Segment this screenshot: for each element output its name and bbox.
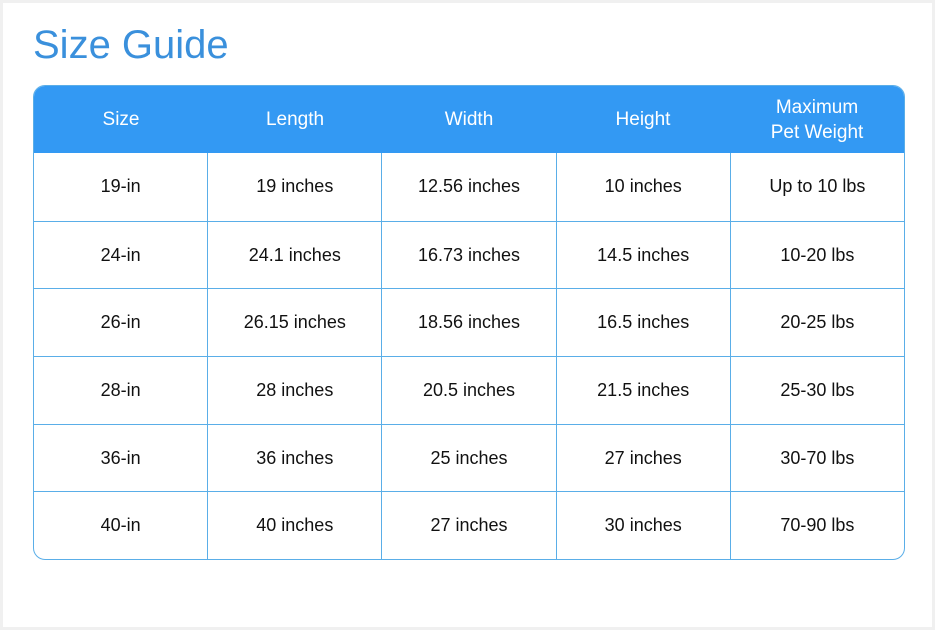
header-length: Length	[265, 109, 325, 130]
cell-size: 24-in	[100, 244, 141, 265]
cell-length: 19 inches	[207, 153, 381, 221]
table-body: 19-in 19 inches 12.56 inches 10 inches Up to…	[34, 153, 904, 560]
header-size: Size	[102, 109, 140, 130]
cell-length: 40 inches	[207, 492, 381, 560]
cell-max-weight: 25-30 lbs	[729, 357, 904, 424]
size-table: Size Length Width Height Maximum Pet Wei…	[33, 85, 905, 561]
cell-max-weight: 70-90 lbs	[729, 492, 904, 560]
header-height: Height	[615, 109, 671, 130]
header-max-weight: Maximum Pet Weight	[770, 96, 864, 143]
cell-width: 27 inches	[381, 492, 555, 560]
cell-size: 26-in	[100, 312, 141, 333]
table-row: 26-in 26.15 inches 18.56 inches 16.5 inches…	[34, 288, 904, 357]
cell-length: 36 inches	[207, 424, 381, 492]
table-row: 24-in 24.1 inches 16.73 inches 14.5 inches 1…	[34, 220, 904, 289]
cell-width: 20.5 inches	[381, 357, 555, 424]
table-row: 19-in 19 inches 12.56 inches 10 inches Up to…	[34, 153, 904, 221]
cell-size: 19-in	[100, 176, 141, 197]
cell-width: 18.56 inches	[381, 289, 555, 357]
cell-length: 26.15 inches	[207, 289, 381, 357]
page: Size Guide Size Length Width Height Maxi…	[3, 3, 932, 627]
cell-height: 10 inches	[555, 153, 730, 221]
table-row: 28-in 28 inches 20.5 inches 21.5 inches 25-3…	[34, 356, 904, 424]
cell-height: 21.5 inches	[555, 357, 730, 424]
cell-width: 25 inches	[381, 424, 555, 492]
cell-height: 14.5 inches	[555, 221, 730, 289]
cell-length: 28 inches	[207, 357, 381, 424]
cell-size: 36-in	[100, 447, 141, 468]
cell-max-weight: Up to 10 lbs	[729, 153, 904, 221]
page-title: Size Guide	[33, 23, 229, 67]
header-width: Width	[444, 109, 494, 130]
cell-width: 16.73 inches	[381, 221, 555, 289]
cell-width: 12.56 inches	[381, 153, 555, 221]
cell-size: 40-in	[100, 515, 141, 536]
table-row: 40-in 40 inches 27 inches 30 inches 70-90 lb…	[34, 491, 904, 560]
cell-height: 16.5 inches	[555, 289, 730, 357]
cell-size: 28-in	[100, 379, 141, 400]
cell-height: 30 inches	[555, 492, 730, 560]
cell-max-weight: 10-20 lbs	[729, 221, 904, 289]
table-header: Size Length Width Height Maximum Pet Wei…	[34, 86, 904, 153]
cell-max-weight: 20-25 lbs	[729, 289, 904, 357]
table-row: 36-in 36 inches 25 inches 27 inches 30-70 lb…	[34, 423, 904, 492]
cell-max-weight: 30-70 lbs	[729, 424, 904, 492]
cell-length: 24.1 inches	[207, 221, 381, 289]
cell-height: 27 inches	[555, 424, 730, 492]
